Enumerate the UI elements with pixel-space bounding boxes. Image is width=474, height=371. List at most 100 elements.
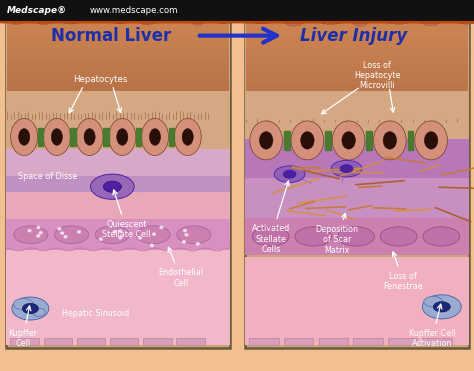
Bar [246, 3, 468, 12]
Bar [6, 5, 230, 348]
Bar [408, 131, 413, 150]
Ellipse shape [424, 296, 443, 307]
Bar [246, 76, 468, 85]
Ellipse shape [252, 227, 289, 246]
Ellipse shape [55, 226, 89, 244]
Bar [246, 15, 468, 24]
Circle shape [138, 237, 141, 239]
Bar [7, 82, 229, 91]
Ellipse shape [14, 226, 48, 244]
Text: Hepatocytes: Hepatocytes [73, 75, 128, 84]
Circle shape [160, 226, 163, 229]
Bar [284, 338, 313, 345]
Text: Quiescent
Stellate Cell: Quiescent Stellate Cell [102, 190, 151, 239]
Circle shape [61, 232, 64, 234]
Bar [7, 76, 229, 85]
Text: Space of Disse: Space of Disse [18, 172, 77, 181]
Bar [37, 128, 43, 146]
Bar [353, 338, 383, 345]
Ellipse shape [91, 174, 134, 199]
Ellipse shape [352, 15, 368, 26]
Ellipse shape [318, 15, 344, 24]
Text: Kupffer
Cell: Kupffer Cell [9, 306, 38, 348]
Ellipse shape [331, 160, 362, 177]
Bar [246, 40, 468, 48]
Text: Activated
Stellate
Cells: Activated Stellate Cells [252, 181, 290, 254]
Bar [110, 338, 138, 345]
Ellipse shape [455, 15, 474, 24]
Bar [246, 58, 468, 66]
Ellipse shape [95, 226, 129, 244]
Bar [77, 338, 105, 345]
Ellipse shape [22, 303, 38, 314]
Ellipse shape [32, 308, 46, 316]
Bar [319, 338, 348, 345]
Ellipse shape [109, 118, 136, 155]
Bar [246, 9, 468, 18]
Bar [245, 139, 469, 178]
Ellipse shape [340, 165, 353, 173]
Ellipse shape [332, 121, 365, 160]
Text: Medscape®: Medscape® [7, 6, 67, 15]
Bar [7, 46, 229, 54]
Bar [169, 128, 174, 146]
Circle shape [182, 241, 185, 243]
Ellipse shape [422, 295, 461, 319]
Ellipse shape [18, 129, 30, 145]
Bar [246, 21, 468, 30]
Ellipse shape [10, 118, 38, 155]
Ellipse shape [76, 118, 103, 155]
Bar [7, 15, 229, 24]
Circle shape [183, 230, 186, 232]
Ellipse shape [383, 132, 397, 149]
Bar [246, 46, 468, 54]
Ellipse shape [386, 15, 411, 24]
Bar [6, 219, 230, 250]
Bar [246, 82, 468, 91]
Text: Normal Liver: Normal Liver [51, 27, 172, 45]
Bar [245, 257, 469, 345]
Ellipse shape [13, 299, 33, 310]
Bar [7, 3, 229, 12]
Ellipse shape [164, 16, 179, 23]
Circle shape [196, 243, 199, 245]
Ellipse shape [113, 16, 127, 24]
Ellipse shape [423, 227, 460, 246]
Bar [6, 5, 230, 194]
Bar [246, 27, 468, 36]
Ellipse shape [342, 132, 356, 149]
Bar [245, 5, 469, 348]
Bar [6, 250, 230, 345]
Ellipse shape [36, 15, 51, 24]
Ellipse shape [177, 226, 211, 244]
Ellipse shape [250, 121, 283, 160]
Ellipse shape [51, 129, 63, 145]
Text: www.medscape.com: www.medscape.com [90, 6, 179, 15]
Ellipse shape [301, 132, 314, 149]
Ellipse shape [136, 226, 170, 244]
Bar [44, 338, 72, 345]
Circle shape [119, 237, 122, 239]
Bar [366, 131, 372, 150]
Bar [7, 64, 229, 72]
Circle shape [58, 227, 61, 230]
Bar [136, 128, 142, 146]
Ellipse shape [12, 297, 49, 320]
Bar [246, 70, 468, 79]
Circle shape [119, 230, 122, 232]
Bar [246, 33, 468, 42]
Bar [422, 338, 452, 345]
Ellipse shape [216, 16, 229, 24]
Bar [284, 131, 290, 150]
Ellipse shape [259, 132, 273, 149]
Circle shape [37, 226, 40, 229]
Ellipse shape [174, 118, 201, 155]
Ellipse shape [415, 121, 447, 160]
Circle shape [153, 233, 155, 235]
Ellipse shape [117, 129, 128, 145]
Circle shape [64, 236, 67, 238]
Circle shape [78, 231, 81, 233]
Bar [7, 27, 229, 36]
Ellipse shape [374, 121, 406, 160]
Ellipse shape [191, 15, 204, 25]
